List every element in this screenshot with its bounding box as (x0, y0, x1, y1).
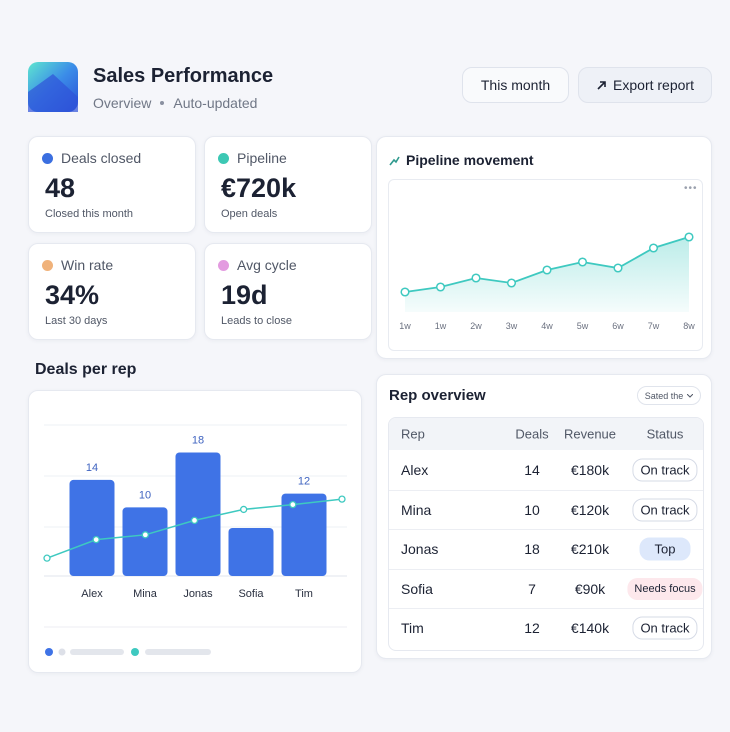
filter-label: Sated the (644, 390, 684, 401)
kpi-value: 48 (45, 173, 76, 203)
table-cell: 12 (524, 620, 540, 636)
chart-frame (388, 179, 703, 351)
filter-dropdown[interactable]: Sated the (637, 386, 701, 405)
kpi-card: Win rate 34% Last 30 days (28, 243, 196, 340)
more-menu[interactable]: ••• (684, 183, 698, 194)
status-pill: On track (632, 458, 698, 482)
export-icon (597, 80, 606, 90)
subtitle-part: Overview (93, 95, 152, 111)
table-card: Rep overview Sated the Rep Deals Revenue St… (376, 374, 712, 659)
kpi-label: Pipeline (237, 150, 287, 166)
column-header: Rep (401, 426, 425, 442)
subtitle: Overview Auto-updated (93, 95, 257, 111)
card-title: Rep overview (389, 387, 486, 404)
status-pill: On track (632, 498, 698, 521)
table-cell: 18 (524, 541, 540, 557)
kpi-value: €720k (221, 173, 297, 203)
kpi-note: Last 30 days (45, 315, 108, 327)
table: Rep Deals Revenue Status Alex 14 €180k On track… (388, 417, 704, 651)
pipeline-card: Pipeline movement ••• (376, 136, 712, 359)
subtitle-part: Auto-updated (173, 95, 258, 111)
table-cell: Jonas (401, 541, 439, 557)
kpi-card: Avg cycle 19d Leads to close (204, 243, 372, 340)
status-pill: Needs focus (627, 577, 703, 600)
kpi-label: Deals closed (61, 150, 142, 166)
section-title: Deals per rep (35, 361, 137, 378)
table-cell: €90k (574, 580, 606, 597)
column-header: Status (646, 426, 684, 442)
kpi-dot (218, 260, 229, 271)
button-label: This month (480, 77, 551, 93)
trend-icon (389, 156, 400, 165)
table-cell: 7 (528, 580, 536, 597)
row-divider (389, 529, 703, 530)
table-cell: €140k (570, 620, 610, 636)
table-cell: Tim (401, 620, 424, 636)
card-title: Pipeline movement (406, 152, 534, 168)
kpi-note: Open deals (221, 208, 278, 220)
page-title: Sales Performance (93, 65, 274, 87)
table-cell: Sofia (401, 580, 433, 597)
status-pill: On track (632, 616, 698, 640)
period-button[interactable]: This month (462, 67, 569, 103)
button-label: Export report (613, 77, 694, 93)
export-button[interactable]: Export report (578, 67, 712, 103)
row-divider (389, 489, 703, 491)
table-cell: €210k (570, 541, 610, 557)
status-pill: Top (639, 537, 691, 561)
kpi-note: Leads to close (221, 315, 292, 327)
table-cell: Alex (401, 462, 429, 478)
table-cell: €180k (570, 462, 610, 478)
kpi-dot (42, 153, 53, 164)
kpi-card: Deals closed 48 Closed this month (28, 136, 196, 233)
bar-card (28, 390, 362, 673)
table-cell: €120k (570, 501, 610, 518)
table-cell: Mina (401, 501, 432, 518)
kpi-note: Closed this month (45, 208, 134, 220)
table-cell: 10 (524, 501, 540, 518)
app-icon (28, 62, 78, 112)
row-divider (389, 608, 703, 609)
kpi-value: 34% (45, 280, 100, 310)
row-divider (389, 568, 703, 570)
column-header: Revenue (563, 426, 617, 442)
separator (160, 101, 165, 105)
kpi-card: Pipeline €720k Open deals (204, 136, 372, 233)
kpi-dot (218, 153, 229, 164)
chevron (687, 393, 694, 398)
kpi-dot (42, 260, 53, 271)
table-cell: 14 (524, 462, 540, 478)
kpi-value: 19d (221, 280, 268, 310)
card-title-row: Pipeline movement (389, 152, 534, 168)
column-header: Deals (515, 426, 549, 442)
kpi-label: Avg cycle (237, 257, 297, 273)
table-header (389, 418, 703, 450)
kpi-label: Win rate (61, 257, 114, 273)
